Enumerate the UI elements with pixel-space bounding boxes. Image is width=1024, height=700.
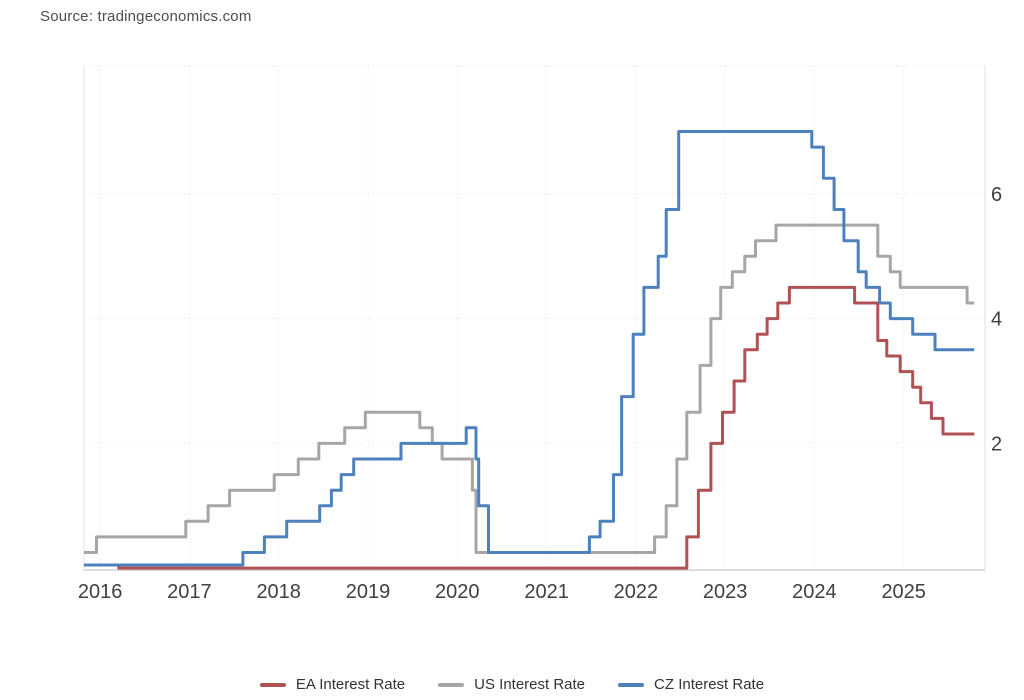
- legend-item-us-interest-rate[interactable]: US Interest Rate: [438, 676, 585, 693]
- x-axis-label: 2016: [78, 581, 123, 603]
- interest-rate-chart: 2016 2017 2018 2019 2020 2021 2022 2023 2024 2025…: [78, 65, 1002, 603]
- x-axis-label: 2018: [256, 581, 301, 603]
- x-axis-label: 2017: [167, 581, 212, 603]
- chart-legend: EA Interest Rate US Interest Rate CZ Inter…: [0, 676, 1024, 693]
- x-axis-label: 2020: [435, 581, 480, 603]
- series-path-ea: [84, 285, 975, 570]
- y-axis-label: 4: [991, 309, 1002, 331]
- x-axis-label: 2021: [524, 581, 569, 603]
- x-axis-labels: 2016 2017 2018 2019 2020 2021 2022 2023 2024 2025: [78, 581, 926, 603]
- legend-swatch: [438, 682, 465, 687]
- legend-label: CZ Interest Rate: [654, 676, 765, 693]
- x-axis-label: 2025: [881, 581, 926, 603]
- legend-swatch: [259, 682, 286, 687]
- chart-canvas: 2016 2017 2018 2019 2020 2021 2022 2023 2024 2025…: [78, 65, 1002, 603]
- legend-item-ea-interest-rate[interactable]: EA Interest Rate: [259, 676, 406, 693]
- x-axis-label: 2023: [703, 581, 748, 603]
- x-axis-label: 2019: [346, 581, 391, 603]
- source-text: Source: tradingeconomics.com: [40, 8, 252, 25]
- legend-label: US Interest Rate: [474, 676, 586, 693]
- y-axis-label: 2: [991, 433, 1002, 455]
- legend-swatch: [618, 682, 645, 687]
- y-axis-label: 6: [991, 184, 1002, 206]
- legend-label: EA Interest Rate: [295, 676, 406, 693]
- x-axis-label: 2024: [792, 581, 837, 603]
- y-axis-labels: 2 4 6: [991, 184, 1002, 456]
- x-gridlines: [99, 66, 905, 570]
- legend-item-cz-interest-rate[interactable]: CZ Interest Rate: [618, 676, 764, 693]
- plot-borders: [83, 66, 986, 571]
- series-path-us: [84, 223, 975, 554]
- x-axis-label: 2022: [614, 581, 659, 603]
- y-gridlines: [84, 65, 985, 444]
- series-path-cz: [84, 130, 975, 567]
